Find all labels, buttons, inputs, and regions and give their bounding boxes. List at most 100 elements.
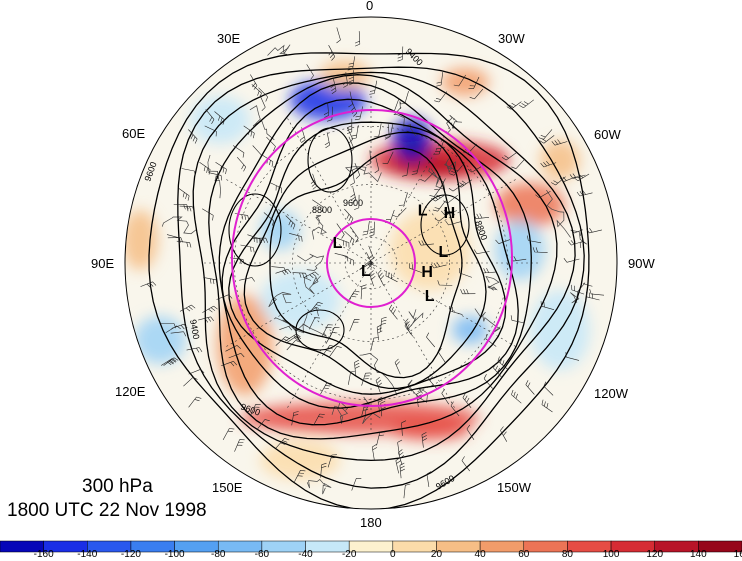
wind-barb (369, 270, 376, 287)
wind-barb (348, 370, 356, 385)
wind-barb (354, 106, 363, 121)
wind-barb (214, 111, 225, 125)
wind-barb (385, 270, 398, 283)
coastline-segment (446, 114, 463, 133)
wind-barb (208, 172, 223, 181)
wind-barb (571, 284, 585, 295)
contour-label: 9600 (343, 198, 363, 208)
wind-barb (569, 173, 586, 179)
wind-barb (348, 70, 354, 86)
wind-barb (348, 91, 353, 108)
wind-barb (239, 277, 255, 282)
wind-barb (328, 327, 340, 340)
wind-barb (434, 178, 446, 191)
shading-patch (452, 316, 488, 344)
wind-barb (163, 357, 179, 366)
colorbar-tick-label: 140 (690, 549, 707, 560)
wind-barb (434, 91, 448, 103)
wind-barb (369, 221, 375, 237)
wind-barb (373, 123, 382, 138)
wind-barb (361, 403, 370, 418)
wind-barb (401, 420, 407, 436)
wind-barb (448, 183, 464, 192)
wind-barb (275, 268, 292, 276)
height-contour (177, 66, 585, 489)
wind-barb (483, 374, 493, 389)
colorbar-tick-label: -100 (164, 549, 185, 560)
title-level: 300 hPa (82, 476, 153, 497)
wind-barb (232, 145, 245, 158)
coastline-segment (249, 105, 275, 141)
wind-barb (510, 315, 525, 324)
wind-barb (551, 139, 568, 146)
wind-barb (263, 212, 275, 226)
wind-barb (438, 348, 446, 364)
shading-patch (190, 96, 250, 144)
wind-barb (395, 457, 401, 474)
wind-barb (240, 244, 255, 253)
wind-barb (166, 234, 181, 243)
parallel-line (345, 237, 397, 289)
wind-barb (336, 223, 345, 239)
coastline-segment (406, 309, 424, 330)
wind-barb (426, 471, 432, 487)
wind-barb (234, 439, 245, 452)
shading-patch (540, 140, 580, 180)
wind-barb (252, 237, 268, 243)
wind-barb (178, 187, 190, 201)
wind-barb (329, 346, 342, 358)
colorbar-tick-label: -160 (33, 549, 54, 560)
wind-barb (327, 454, 337, 468)
wind-barb (469, 88, 484, 100)
wind-barb (389, 304, 398, 320)
wind-barb (427, 373, 437, 389)
wind-barb (441, 209, 457, 216)
wind-barb (392, 207, 407, 218)
wind-barb (346, 127, 354, 144)
coastline-segment (407, 379, 428, 403)
wind-barb (441, 389, 450, 405)
wind-barb (450, 401, 460, 417)
wind-barb (437, 280, 453, 286)
wind-barb (181, 168, 196, 176)
contour-label: 8800 (312, 205, 332, 215)
wind-barb (324, 132, 330, 149)
wind-barb (354, 359, 360, 376)
height-contour (269, 147, 463, 379)
pressure-center-low: L (425, 288, 435, 305)
wind-barb (511, 389, 522, 404)
wind-barb (350, 187, 357, 204)
wind-barb (336, 237, 350, 248)
wind-barb (473, 249, 490, 254)
wind-barb (420, 171, 435, 182)
shading-patch (392, 118, 432, 162)
wind-barb (202, 305, 218, 313)
lon-label-120w: 120W (594, 386, 628, 401)
colorbar-tick-label: 80 (561, 549, 573, 560)
wind-barb (323, 102, 329, 118)
coastline-segment (546, 189, 571, 238)
wind-barb (292, 272, 308, 278)
wind-barb (165, 325, 181, 334)
wind-barb (342, 72, 348, 88)
pressure-center-low: L (418, 203, 428, 220)
jet-ring-layer (231, 109, 513, 407)
wind-barb (350, 227, 359, 243)
wind-barb (398, 192, 408, 206)
lon-label-90e: 90E (91, 256, 115, 271)
wind-barb (380, 400, 386, 417)
colorbar-tick-label: -20 (341, 549, 357, 560)
wind-barb (432, 200, 446, 212)
coastline-segment (304, 275, 321, 295)
wind-barb (434, 141, 444, 155)
wind-barb (431, 193, 447, 202)
wind-barb (354, 31, 361, 47)
wind-barb (382, 151, 394, 164)
wind-barb (188, 369, 205, 375)
meridian-line (286, 116, 372, 264)
wind-barb (369, 80, 378, 95)
shading-patch (495, 220, 545, 280)
wind-barb (374, 157, 380, 174)
coastline-segment (359, 353, 398, 396)
